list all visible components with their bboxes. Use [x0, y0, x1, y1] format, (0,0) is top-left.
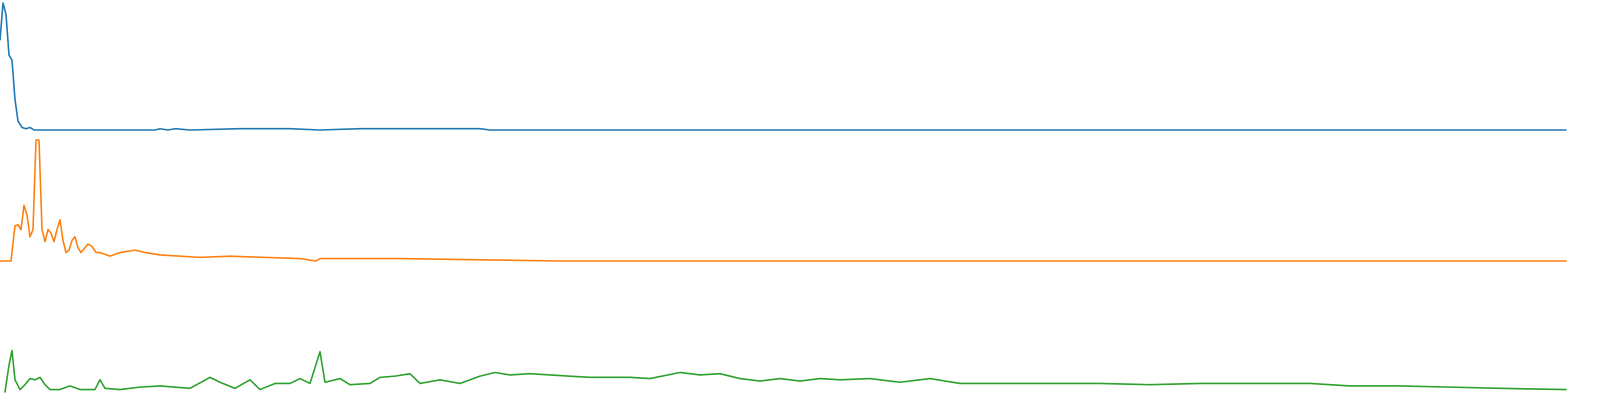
line-series	[0, 139, 1567, 262]
line-series	[4, 349, 1567, 393]
line-series	[0, 2, 1567, 131]
